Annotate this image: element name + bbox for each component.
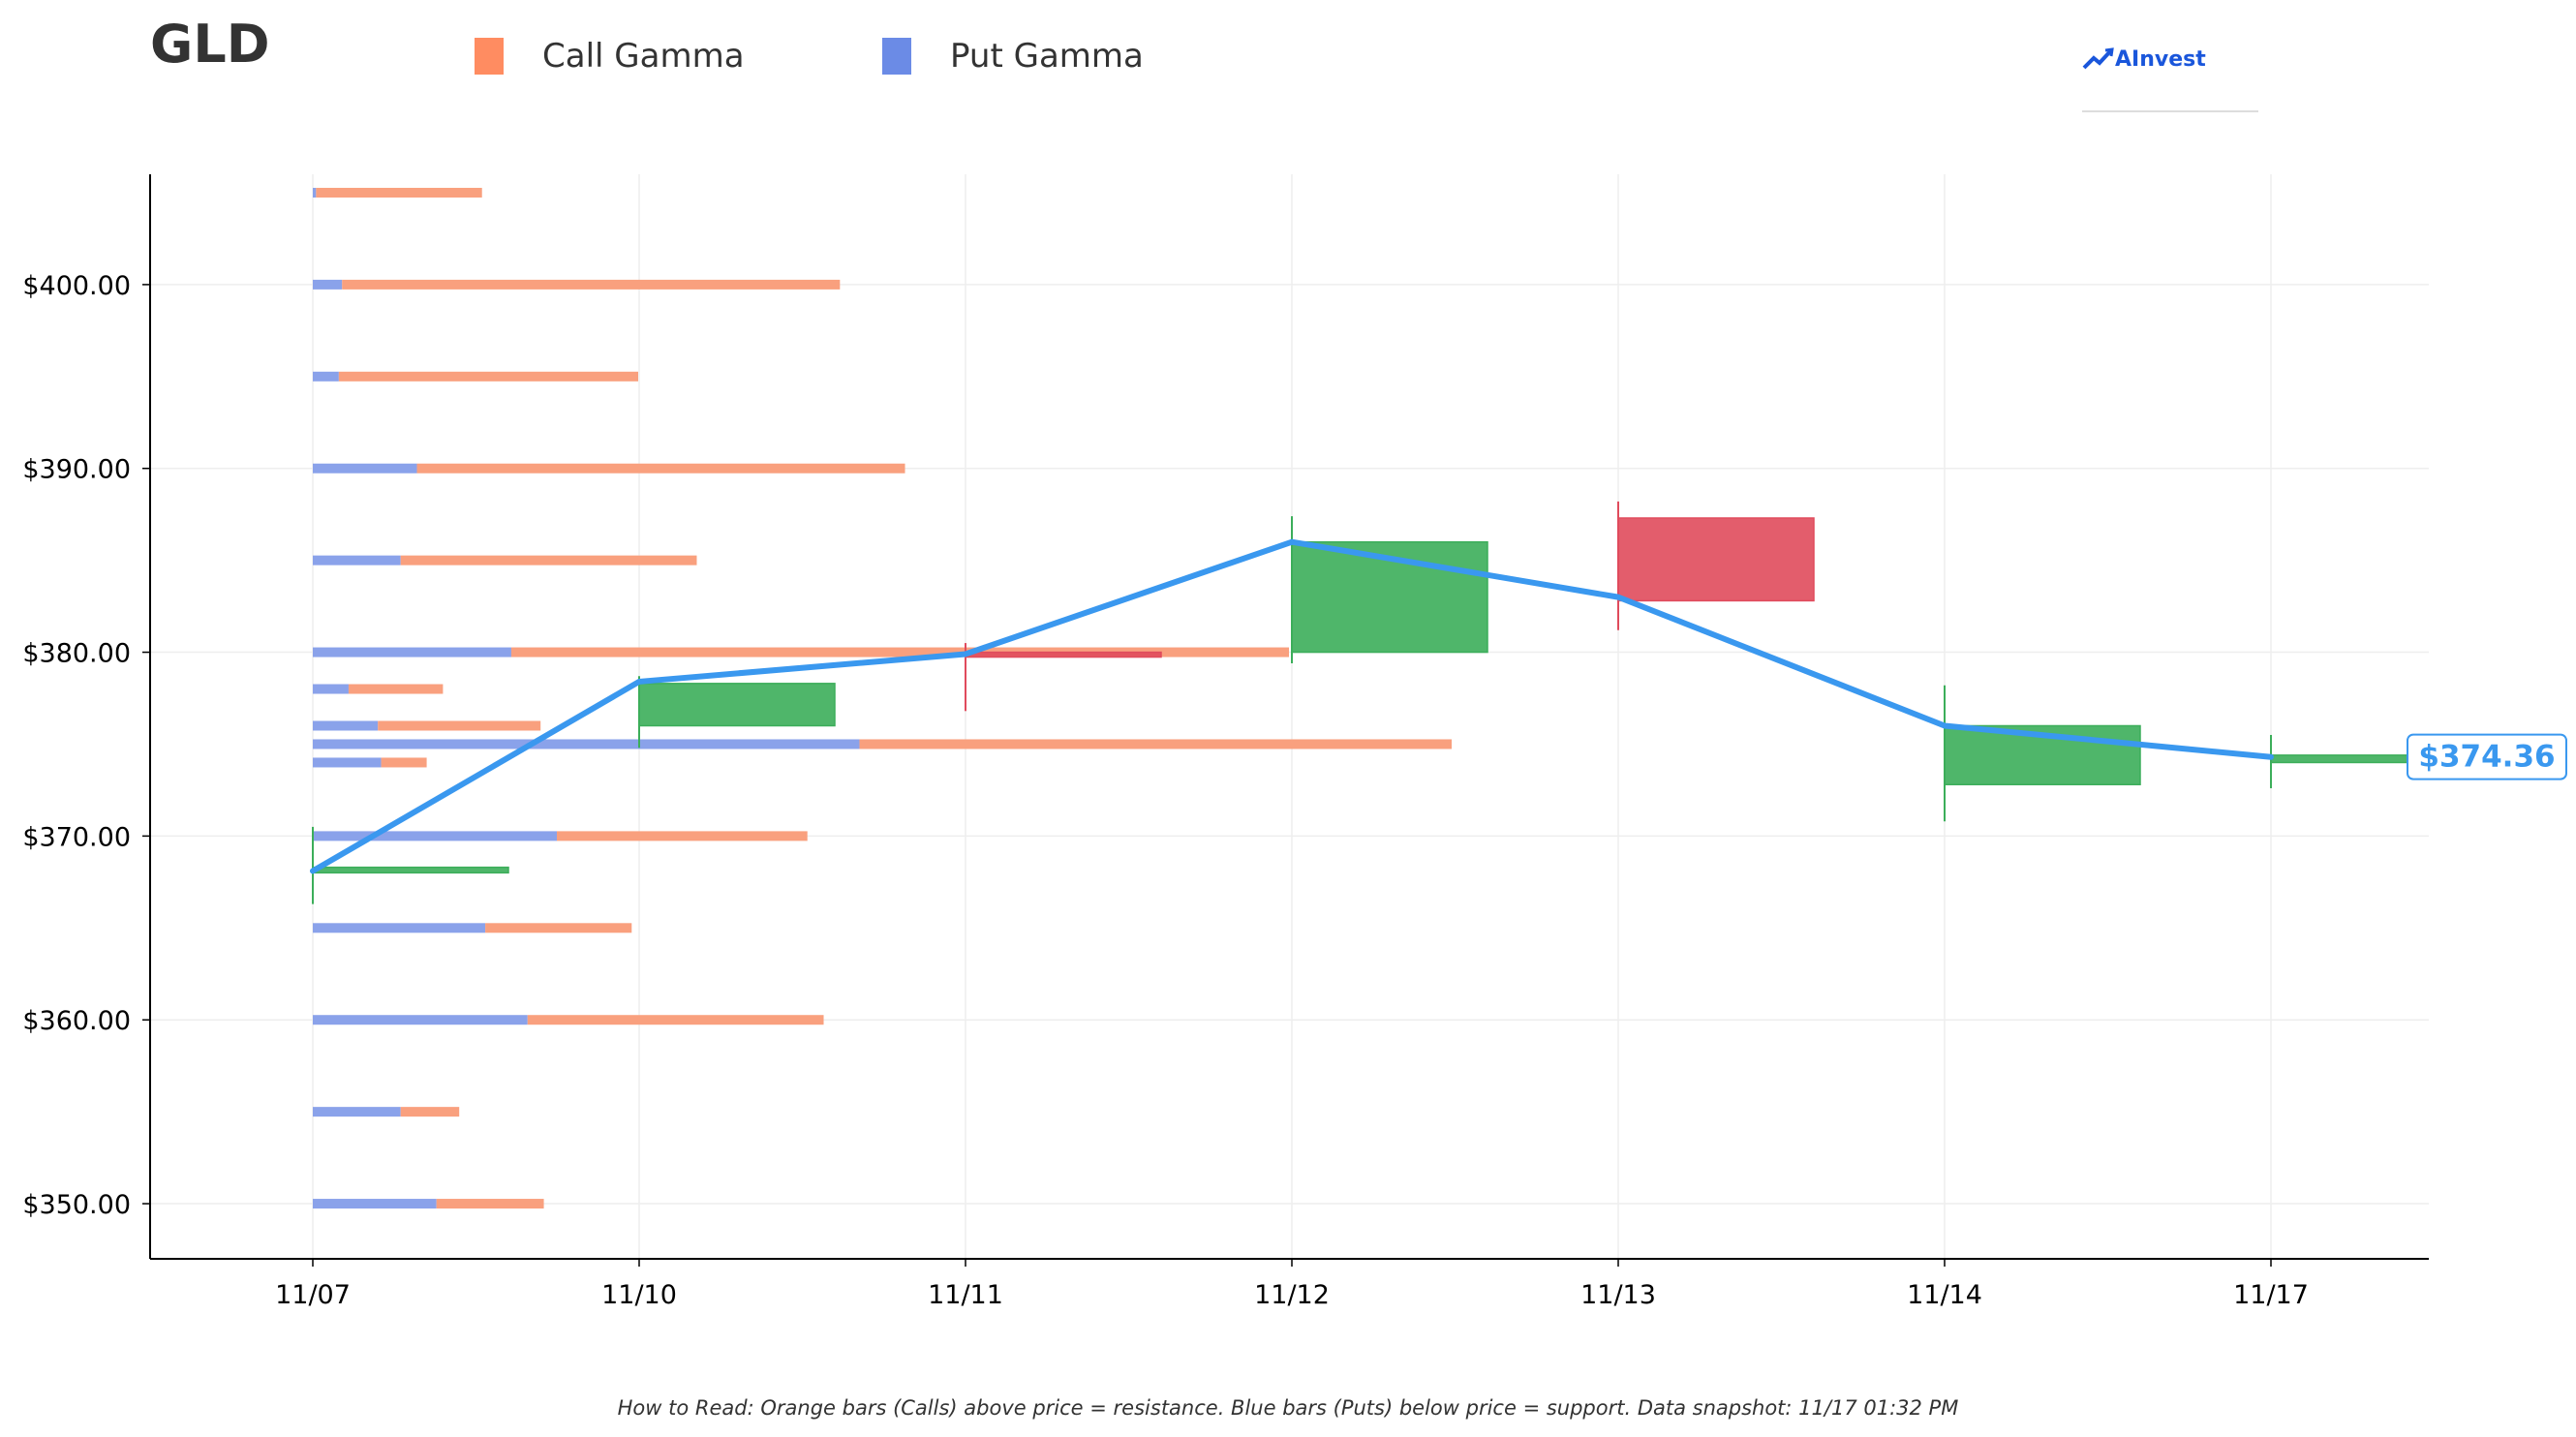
close-line-layer: $374.36	[310, 538, 2567, 874]
y-tick-label: $350.00	[22, 1190, 131, 1220]
candle-body	[312, 866, 509, 874]
candle-body	[965, 651, 1162, 658]
x-tick-label: 11/13	[1580, 1280, 1656, 1310]
put-gamma-swatch	[882, 38, 911, 75]
put-gamma-bar	[313, 371, 339, 382]
put-gamma-bar	[313, 831, 557, 841]
call-gamma-bar	[416, 463, 905, 474]
gamma-bars	[313, 187, 1452, 1209]
call-gamma-bar	[381, 757, 427, 768]
put-gamma-bar	[313, 647, 511, 657]
x-tick-label: 11/07	[275, 1280, 351, 1310]
x-tick-label: 11/12	[1254, 1280, 1330, 1310]
put-gamma-bar	[313, 555, 401, 566]
close-price-line	[310, 538, 2274, 874]
gamma-candlestick-chart: $374.36 $350.00 $360.00 $370.00 $380.00 $390…	[22, 174, 2567, 1310]
candle-body	[1617, 517, 1815, 602]
last-price-tag	[2407, 733, 2567, 780]
x-tick-label: 11/14	[1907, 1280, 1982, 1310]
call-gamma-bar	[510, 647, 1289, 657]
put-gamma-bar	[313, 187, 317, 198]
put-gamma-bar	[313, 739, 860, 749]
y-tick-label: $400.00	[22, 271, 131, 301]
x-tick-label: 11/11	[928, 1280, 1003, 1310]
put-gamma-bar	[313, 279, 343, 290]
brand-logo: AInvest	[2082, 46, 2206, 72]
last-price-label: $374.36	[2418, 740, 2555, 775]
call-gamma-bar	[859, 739, 1452, 749]
call-gamma-bar	[342, 279, 841, 290]
legend-item-call-gamma: Call Gamma	[475, 37, 745, 76]
call-gamma-swatch	[475, 38, 504, 75]
put-gamma-bar	[313, 1015, 528, 1025]
legend-label-call-gamma: Call Gamma	[542, 37, 745, 76]
call-gamma-bar	[436, 1199, 544, 1209]
call-gamma-bar	[527, 1015, 824, 1025]
y-tick-label: $360.00	[22, 1006, 131, 1036]
call-gamma-bar	[400, 1107, 460, 1117]
call-gamma-bar	[378, 720, 541, 731]
put-gamma-bar	[313, 757, 382, 768]
put-gamma-bar	[313, 1199, 437, 1209]
legend-item-put-gamma: Put Gamma	[882, 37, 1144, 76]
x-tick-label: 11/10	[601, 1280, 677, 1310]
y-tick-label: $380.00	[22, 639, 131, 669]
how-to-read-footnote: How to Read: Orange bars (Calls) above p…	[617, 1396, 1959, 1420]
brand-name: AInvest	[2115, 46, 2206, 72]
put-gamma-bar	[313, 463, 417, 474]
brand-chart-icon	[2082, 47, 2114, 70]
call-gamma-bar	[338, 371, 638, 382]
ticker-title: GLD	[150, 14, 270, 75]
put-gamma-bar	[313, 923, 486, 933]
call-gamma-bar	[348, 684, 444, 694]
axes: $350.00 $360.00 $370.00 $380.00 $390.00 $400.…	[22, 174, 2429, 1310]
y-tick-label: $370.00	[22, 822, 131, 852]
brand-divider	[2082, 110, 2258, 112]
candles	[312, 501, 2468, 904]
legend-label-put-gamma: Put Gamma	[950, 37, 1144, 76]
x-tick-label: 11/17	[2233, 1280, 2309, 1310]
call-gamma-bar	[485, 923, 632, 933]
grid	[150, 174, 2429, 1259]
call-gamma-bar	[557, 831, 808, 841]
put-gamma-bar	[313, 684, 349, 694]
put-gamma-bar	[313, 720, 379, 731]
call-gamma-bar	[316, 187, 482, 198]
y-tick-label: $390.00	[22, 455, 131, 485]
call-gamma-bar	[400, 555, 697, 566]
put-gamma-bar	[313, 1107, 401, 1117]
candle-body	[638, 683, 836, 727]
